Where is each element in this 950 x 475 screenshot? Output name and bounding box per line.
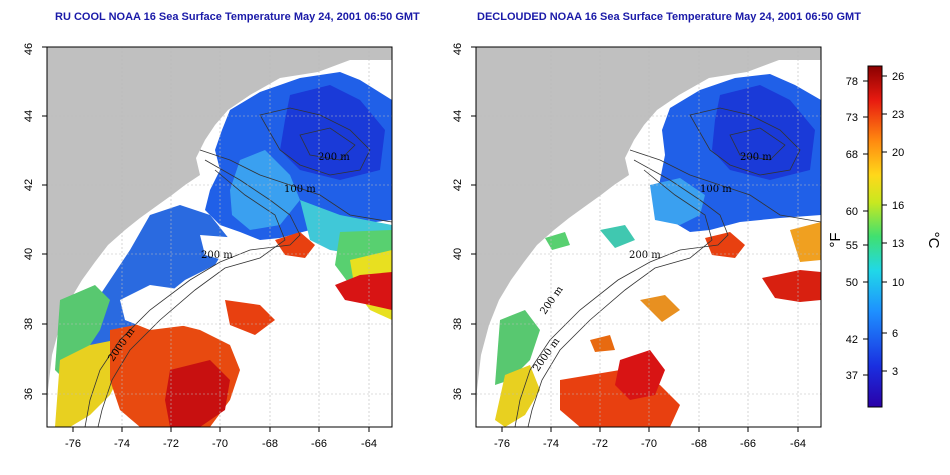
celsius-tick: 20 — [892, 147, 904, 159]
contour-label: 200 m — [629, 250, 661, 261]
contour-label: 200 m — [201, 250, 233, 261]
fahrenheit-tick: 55 — [846, 240, 858, 252]
celsius-tick: 6 — [892, 328, 898, 340]
celsius-labels: 26 23 20 16 13 10 6 3 — [892, 71, 904, 378]
southern-hot — [615, 350, 665, 400]
lon-tick-label: -74 — [114, 438, 130, 450]
lat-tick-label: 44 — [23, 110, 35, 122]
coastal-patch — [600, 225, 635, 248]
fahrenheit-tick: 68 — [846, 149, 858, 161]
fahrenheit-tick: 37 — [846, 370, 858, 382]
lat-tick-label: 40 — [452, 248, 464, 260]
lat-tick-label: 40 — [23, 248, 35, 260]
warm-patch — [640, 295, 680, 322]
contour-label: 100 m — [284, 184, 316, 195]
warm-patch — [590, 335, 615, 352]
coastal-yellow — [55, 340, 125, 427]
celsius-tick: 26 — [892, 71, 904, 83]
right-lat-labels: 36 38 40 42 44 46 — [452, 43, 464, 400]
left-axis-ticks — [42, 46, 370, 432]
contour-label: 200 m — [318, 152, 350, 163]
fahrenheit-labels: 78 73 68 60 55 50 42 37 — [846, 76, 858, 382]
right-axis-ticks — [471, 46, 799, 432]
right-map-title: DECLOUDED NOAA 16 Sea Surface Temperatur… — [477, 11, 861, 23]
graticule — [47, 47, 392, 427]
contour-label: 200 m — [740, 152, 772, 163]
lon-tick-label: -68 — [262, 438, 278, 450]
lat-tick-label: 38 — [23, 318, 35, 330]
warm-eddy — [275, 232, 315, 258]
lon-tick-label: -66 — [740, 438, 756, 450]
shelf-water — [230, 150, 300, 230]
celsius-unit-label: °C — [925, 232, 942, 249]
celsius-tick: 23 — [892, 109, 904, 121]
graticule — [476, 47, 821, 427]
cold-core — [280, 85, 385, 180]
lat-tick-label: 44 — [452, 110, 464, 122]
land-mass — [47, 47, 392, 427]
lon-tick-label: -76 — [494, 438, 510, 450]
land-mass — [476, 47, 821, 427]
lon-tick-label: -74 — [543, 438, 559, 450]
right-map: 200 m 100 m 200 m 200 m 2000 m — [476, 47, 821, 427]
celsius-tick: 10 — [892, 277, 904, 289]
right-lon-labels: -76 -74 -72 -70 -68 -66 -64 — [494, 438, 806, 450]
lat-tick-label: 46 — [23, 43, 35, 55]
lon-tick-label: -76 — [65, 438, 81, 450]
lon-tick-label: -64 — [361, 438, 377, 450]
left-lon-labels: -76 -74 -72 -70 -68 -66 -64 — [65, 438, 377, 450]
lon-tick-label: -70 — [641, 438, 657, 450]
coastal-yellow — [495, 365, 540, 427]
celsius-tick: 13 — [892, 238, 904, 250]
southern-hot — [165, 360, 230, 427]
warm-eddy — [705, 232, 745, 258]
lon-tick-label: -72 — [163, 438, 179, 450]
lat-tick-label: 42 — [23, 179, 35, 191]
colorbar-ticks — [863, 75, 887, 376]
lat-tick-label: 36 — [23, 388, 35, 400]
left-map-title: RU COOL NOAA 16 Sea Surface Temperature … — [55, 11, 420, 23]
lat-tick-label: 46 — [452, 43, 464, 55]
coastal-cold-water — [85, 205, 230, 355]
celsius-tick: 3 — [892, 366, 898, 378]
shelf-water — [650, 178, 705, 225]
gulf-stream-core — [335, 272, 392, 310]
lon-tick-label: -66 — [311, 438, 327, 450]
lon-tick-label: -68 — [691, 438, 707, 450]
contour-label: 100 m — [700, 184, 732, 195]
fahrenheit-tick: 50 — [846, 277, 858, 289]
celsius-tick: 16 — [892, 200, 904, 212]
lat-tick-label: 42 — [452, 179, 464, 191]
coastal-green — [495, 310, 540, 385]
fahrenheit-tick: 60 — [846, 206, 858, 218]
warm-filament — [225, 300, 275, 335]
fahrenheit-tick: 42 — [846, 334, 858, 346]
temperature-colorbar — [867, 65, 883, 408]
cold-core — [712, 85, 815, 180]
fahrenheit-unit-label: °F — [827, 232, 844, 247]
gulf-stream-core — [762, 270, 821, 302]
fahrenheit-tick: 73 — [846, 112, 858, 124]
lat-tick-label: 36 — [452, 388, 464, 400]
lon-tick-label: -64 — [790, 438, 806, 450]
fahrenheit-tick: 78 — [846, 76, 858, 88]
left-lat-labels: 36 38 40 42 44 46 — [23, 43, 35, 400]
lon-tick-label: -70 — [212, 438, 228, 450]
lat-tick-label: 38 — [452, 318, 464, 330]
lon-tick-label: -72 — [592, 438, 608, 450]
left-map: 200 m 100 m 200 m 2000 m — [47, 47, 392, 427]
